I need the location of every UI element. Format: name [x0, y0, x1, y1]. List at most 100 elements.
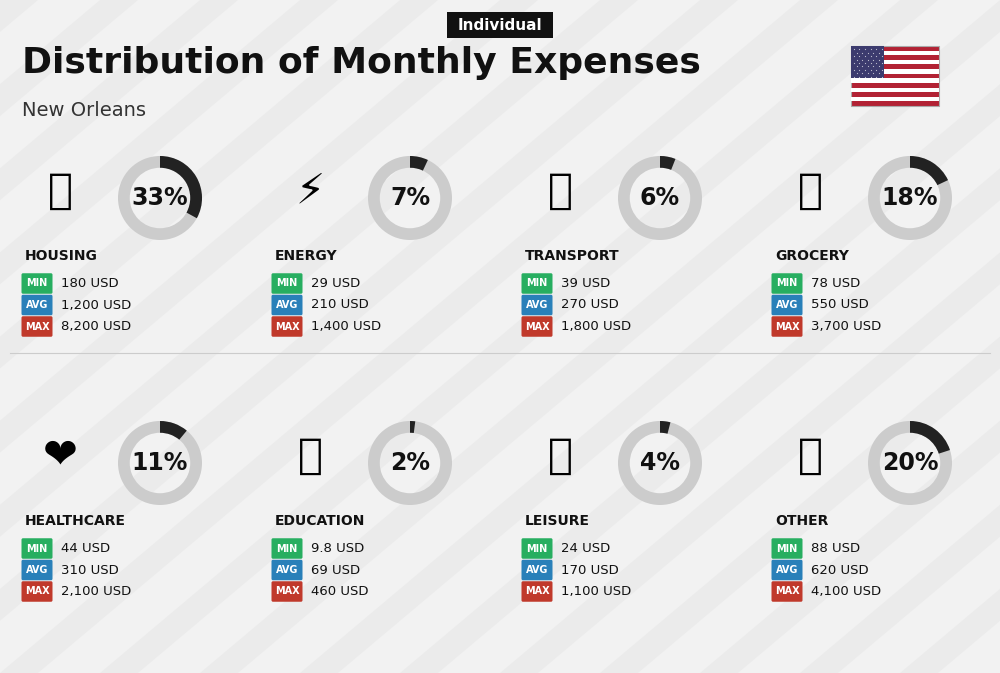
Wedge shape — [910, 421, 950, 454]
Polygon shape — [400, 0, 1000, 673]
Text: 78 USD: 78 USD — [811, 277, 860, 290]
Polygon shape — [800, 0, 1000, 673]
Text: 180 USD: 180 USD — [61, 277, 119, 290]
Polygon shape — [0, 0, 338, 673]
FancyBboxPatch shape — [772, 295, 802, 315]
Text: New Orleans: New Orleans — [22, 102, 146, 120]
Text: 1,100 USD: 1,100 USD — [561, 585, 631, 598]
Text: 88 USD: 88 USD — [811, 542, 860, 555]
Text: 24 USD: 24 USD — [561, 542, 610, 555]
FancyBboxPatch shape — [21, 581, 52, 602]
FancyBboxPatch shape — [522, 316, 552, 336]
Text: Distribution of Monthly Expenses: Distribution of Monthly Expenses — [22, 46, 701, 80]
Polygon shape — [0, 0, 838, 673]
Text: MIN: MIN — [526, 544, 548, 553]
Wedge shape — [618, 421, 702, 505]
Text: MIN: MIN — [776, 544, 798, 553]
Polygon shape — [300, 0, 1000, 673]
Polygon shape — [0, 0, 438, 673]
Text: TRANSPORT: TRANSPORT — [525, 249, 620, 263]
Polygon shape — [0, 0, 638, 673]
Text: 👜: 👜 — [798, 435, 822, 477]
Text: 44 USD: 44 USD — [61, 542, 110, 555]
FancyBboxPatch shape — [272, 273, 302, 293]
Text: MIN: MIN — [776, 279, 798, 289]
Polygon shape — [100, 0, 938, 673]
Text: MIN: MIN — [276, 544, 298, 553]
Bar — [851, 69, 939, 73]
Polygon shape — [900, 0, 1000, 673]
Wedge shape — [618, 156, 702, 240]
FancyBboxPatch shape — [522, 560, 552, 580]
Text: AVG: AVG — [276, 300, 298, 310]
Text: 3,700 USD: 3,700 USD — [811, 320, 881, 333]
Text: MAX: MAX — [775, 322, 799, 332]
Text: 7%: 7% — [390, 186, 430, 210]
Text: 18%: 18% — [882, 186, 938, 210]
Text: MIN: MIN — [26, 544, 48, 553]
Text: 8,200 USD: 8,200 USD — [61, 320, 131, 333]
FancyBboxPatch shape — [272, 538, 302, 559]
Polygon shape — [0, 0, 38, 673]
Bar — [851, 50, 939, 55]
Text: AVG: AVG — [526, 300, 548, 310]
Text: 620 USD: 620 USD — [811, 563, 869, 577]
FancyBboxPatch shape — [21, 316, 52, 336]
Text: 210 USD: 210 USD — [311, 299, 369, 312]
Text: 1,200 USD: 1,200 USD — [61, 299, 131, 312]
Text: 1,400 USD: 1,400 USD — [311, 320, 381, 333]
Text: EDUCATION: EDUCATION — [275, 514, 365, 528]
Text: LEISURE: LEISURE — [525, 514, 590, 528]
Wedge shape — [410, 156, 428, 171]
Text: MAX: MAX — [525, 586, 549, 596]
Wedge shape — [368, 156, 452, 240]
Text: 4,100 USD: 4,100 USD — [811, 585, 881, 598]
FancyBboxPatch shape — [21, 295, 52, 315]
Text: AVG: AVG — [526, 565, 548, 575]
Text: 310 USD: 310 USD — [61, 563, 119, 577]
FancyBboxPatch shape — [772, 538, 802, 559]
FancyBboxPatch shape — [522, 273, 552, 293]
Wedge shape — [118, 156, 202, 240]
Bar — [851, 97, 939, 102]
FancyBboxPatch shape — [522, 581, 552, 602]
Wedge shape — [868, 421, 952, 505]
Text: OTHER: OTHER — [775, 514, 828, 528]
Text: AVG: AVG — [776, 565, 798, 575]
Text: ⚡: ⚡ — [295, 170, 325, 212]
Text: Individual: Individual — [458, 17, 542, 32]
Text: 33%: 33% — [132, 186, 188, 210]
Wedge shape — [910, 156, 948, 185]
Text: ❤: ❤ — [43, 435, 77, 477]
Polygon shape — [700, 0, 1000, 673]
FancyBboxPatch shape — [272, 560, 302, 580]
Wedge shape — [660, 421, 670, 433]
Text: MIN: MIN — [276, 279, 298, 289]
Text: 🛒: 🛒 — [798, 170, 822, 212]
Text: 2,100 USD: 2,100 USD — [61, 585, 131, 598]
Text: MAX: MAX — [25, 586, 49, 596]
FancyBboxPatch shape — [772, 316, 802, 336]
Text: AVG: AVG — [26, 565, 48, 575]
Text: 🎓: 🎓 — [297, 435, 322, 477]
Text: 🚌: 🚌 — [548, 170, 572, 212]
Text: AVG: AVG — [776, 300, 798, 310]
Wedge shape — [868, 156, 952, 240]
Text: 2%: 2% — [390, 451, 430, 475]
FancyBboxPatch shape — [272, 295, 302, 315]
Polygon shape — [0, 0, 238, 673]
Text: MAX: MAX — [275, 586, 299, 596]
Polygon shape — [0, 0, 738, 673]
Text: MIN: MIN — [26, 279, 48, 289]
Text: 11%: 11% — [132, 451, 188, 475]
Text: AVG: AVG — [26, 300, 48, 310]
Text: GROCERY: GROCERY — [775, 249, 849, 263]
FancyBboxPatch shape — [21, 538, 52, 559]
Text: 20%: 20% — [882, 451, 938, 475]
Polygon shape — [0, 0, 138, 673]
FancyBboxPatch shape — [772, 273, 802, 293]
Wedge shape — [160, 421, 187, 439]
FancyBboxPatch shape — [21, 560, 52, 580]
Text: 4%: 4% — [640, 451, 680, 475]
Polygon shape — [0, 0, 538, 673]
